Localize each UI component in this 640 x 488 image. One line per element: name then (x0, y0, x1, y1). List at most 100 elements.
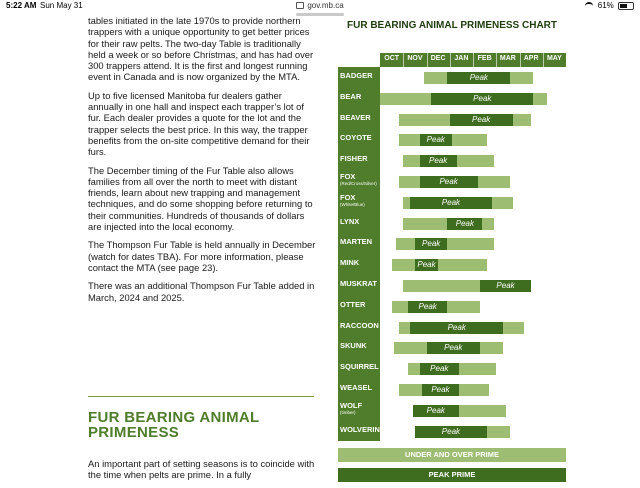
url-text: gov.mb.ca (307, 1, 344, 10)
peak-bar: Peak (431, 92, 534, 105)
peak-bar: Peak (421, 384, 460, 396)
species-label: SKUNK (340, 342, 380, 350)
species-label: OTTER (340, 299, 380, 309)
month-label-may: MAY (546, 55, 562, 62)
species-name: OTTER (340, 299, 366, 309)
paragraph-1: tables initiated in the late 1970s to pr… (88, 15, 314, 83)
wifi-icon (584, 1, 593, 10)
species-label: BEAVER (340, 112, 380, 122)
peak-bar: Peak (414, 425, 487, 438)
species-name: SKUNK (340, 341, 367, 351)
status-bar: 5:22 AM Sun May 31 gov.mb.ca 61% (0, 0, 640, 12)
paragraph-4: The Thompson Fur Table is held annually … (88, 239, 316, 273)
species-name: BADGER (340, 71, 373, 80)
species-column: BADGER BEAR BEAVER COYOTE FISHER FOX (Red/Cros… (338, 67, 385, 441)
species-label: BADGER (340, 72, 380, 80)
paragraph-6: An important part of setting seasons is … (88, 458, 315, 481)
peak-bar: Peak (479, 280, 532, 292)
status-date: Sun May 31 (40, 1, 83, 10)
status-indicators: 61% (584, 1, 634, 10)
species-name: WOLVERINE (340, 424, 385, 434)
species-name: WEASEL (340, 383, 373, 392)
species-name: SQUIRREL (340, 362, 379, 372)
battery-icon (618, 1, 634, 10)
url-bar[interactable]: gov.mb.ca (0, 1, 640, 10)
month-label-apr: APR (523, 55, 539, 62)
species-label: MARTEN (340, 238, 380, 246)
month-label-oct: OCT (384, 55, 400, 62)
species-label: MINK (340, 259, 380, 267)
section-heading: FUR BEARING ANIMAL PRIMENESS (88, 409, 260, 441)
month-separator (473, 53, 474, 67)
article-column: tables initiated in the late 1970s to pr… (88, 15, 316, 310)
species-label: RACCOON (340, 320, 380, 330)
species-label: WEASEL (340, 384, 380, 392)
battery-percent: 61% (597, 1, 614, 10)
species-name: FISHER (340, 154, 368, 164)
peak-bar: Peak (419, 363, 460, 376)
section-divider (88, 396, 314, 397)
species-name: MUSKRAT (340, 279, 377, 288)
species-label: BEAR (340, 91, 380, 101)
species-name: FOX (340, 172, 356, 181)
month-label-dec: DEC (430, 55, 446, 62)
tab-handle[interactable] (0, 12, 640, 17)
paragraph-5: There was an additional Thompson Fur Tab… (88, 280, 315, 303)
species-name: BEAVER (340, 112, 371, 122)
species-name: RACCOON (340, 320, 379, 330)
peak-bar: Peak (407, 300, 448, 313)
tab-handle-bar (296, 13, 344, 16)
month-header: OCT NOV DEC JAN FEB MAR APR MAY (380, 53, 566, 67)
month-separator (519, 53, 521, 67)
species-label: MUSKRAT (340, 280, 380, 288)
paragraph-3: The December timing of the Fur Table als… (88, 164, 313, 233)
chart-title: FUR BEARING ANIMAL PRIMENESS CHART (346, 20, 557, 31)
species-name: LYNX (340, 216, 360, 226)
month-label-jan: JAN (454, 55, 469, 62)
peak-bar: Peak (426, 342, 480, 355)
species-name: FOX (340, 192, 356, 202)
species-label: WOLVERINE (340, 425, 385, 434)
species-name: BEAR (340, 91, 362, 101)
month-separator (496, 53, 498, 67)
peak-bar: Peak (449, 113, 513, 126)
peak-bar: Peak (414, 238, 448, 251)
species-name: WOLF (340, 400, 363, 410)
lock-icon (296, 2, 305, 10)
peak-bar: Peak (412, 404, 460, 417)
status-time: 5:22 AM (6, 1, 37, 10)
species-name: MARTEN (340, 237, 373, 247)
species-label: FOX (Red/Cross/Silver) (340, 172, 380, 187)
prime-bar (391, 259, 487, 272)
peak-bar: Peak (447, 72, 511, 84)
species-name: COYOTE (340, 133, 372, 143)
species-note: (White/Blue) (340, 201, 365, 207)
month-separator (449, 53, 451, 67)
species-label: WOLF (timber) (340, 400, 380, 415)
peak-bar: Peak (419, 155, 457, 168)
month-label-mar: MAR (499, 55, 516, 62)
peak-bar: Peak (419, 134, 453, 147)
month-label-nov: NOV (407, 55, 423, 62)
species-name: MINK (340, 258, 360, 268)
species-label: LYNX (340, 216, 380, 226)
peak-bar: Peak (410, 321, 504, 334)
month-separator (542, 53, 544, 67)
species-label: SQUIRREL (340, 363, 380, 371)
primeness-chart: FUR BEARING ANIMAL PRIMENESS CHART OCT NO… (338, 18, 566, 488)
legend-under-over-prime: UNDER AND OVER PRIME (338, 448, 566, 462)
species-note: (timber) (340, 409, 356, 415)
peak-bar: Peak (447, 217, 483, 230)
species-label: COYOTE (340, 134, 380, 142)
month-separator (403, 53, 405, 67)
species-note: (Red/Cross/Silver) (340, 181, 377, 186)
peak-bar: Peak (410, 196, 492, 209)
peak-bar: Peak (414, 259, 439, 272)
month-separator (426, 53, 428, 67)
species-label: FISHER (340, 155, 380, 163)
species-label: FOX (White/Blue) (340, 192, 380, 207)
peak-bar: Peak (419, 176, 478, 188)
month-label-feb: FEB (477, 55, 492, 62)
paragraph-2: Up to five licensed Manitoba fur dealers… (88, 89, 310, 158)
legend-peak-prime: PEAK PRIME (338, 468, 566, 482)
